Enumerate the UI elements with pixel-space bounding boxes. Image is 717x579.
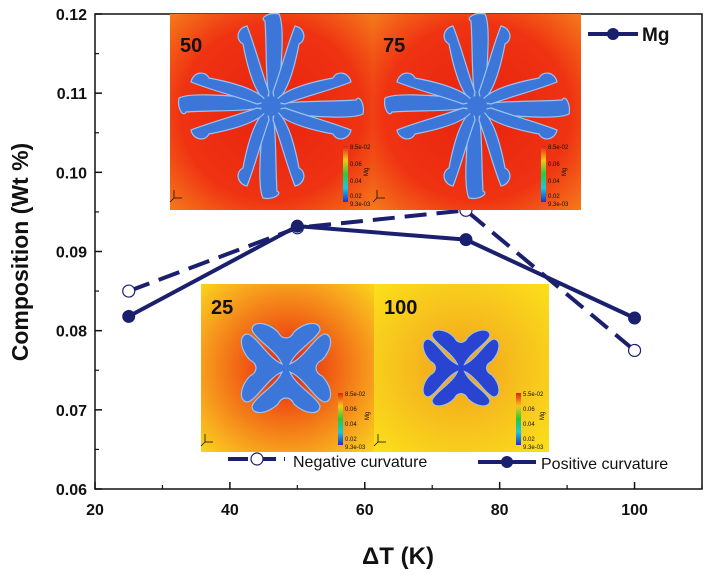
inset-50-axes-triad-icon <box>169 190 182 203</box>
x-axis-title: ΔT (K) <box>362 543 434 570</box>
inset-25-cb-tick-3: 0.02 <box>345 437 357 443</box>
y-tick-label: 0.09 <box>56 245 87 262</box>
inset-100-cb-top: 5.5e-02 <box>523 392 544 398</box>
inset-50: 50 8.5e-02 0.06 0.04 0.02 9.3e-03 Mg <box>169 13 373 210</box>
inset-50-cb-tick-3: 0.02 <box>350 194 362 200</box>
y-tick-label: 0.10 <box>56 165 87 182</box>
y-axis-title: Composition (Wt %) <box>7 143 33 361</box>
inset-100: 100 5.5e-02 0.06 0.04 0.02 9.3e-03 Mg <box>373 284 549 452</box>
inset-25: 25 8.5e-02 0.06 0.04 0.02 9.3e-03 Mg <box>200 284 374 452</box>
inset-50-label: 50 <box>180 35 202 57</box>
inset-75-colorbar <box>541 146 546 202</box>
inset-50-cb-bottom: 9.3e-03 <box>350 202 371 208</box>
legend-positive-marker <box>501 456 513 468</box>
inset-75-cb-tick-2: 0.04 <box>548 179 560 185</box>
inset-100-colorbar <box>516 393 521 445</box>
series-1-point <box>459 233 473 247</box>
inset-25-cb-top: 8.5e-02 <box>345 392 366 398</box>
inset-100-cb-tick-3: 0.02 <box>523 437 535 443</box>
legend-mg-marker <box>607 28 619 40</box>
legend-negative-label: Negative curvature <box>293 454 427 471</box>
y-tick-label: 0.06 <box>56 482 87 499</box>
inset-100-axes-triad-icon <box>373 434 386 447</box>
inset-100-cb-tick-1: 0.06 <box>523 407 535 413</box>
inset-25-label: 25 <box>211 297 233 319</box>
inset-75-cb-title: Mg <box>562 168 568 176</box>
inset-25-cb-title: Mg <box>365 412 371 420</box>
inset-100-cb-tick-2: 0.04 <box>523 422 535 428</box>
x-tick-label: 20 <box>86 502 104 519</box>
legend-positive: Positive curvature <box>478 456 668 473</box>
inset-75-cb-tick-1: 0.06 <box>548 162 560 168</box>
y-tick-label: 0.07 <box>56 403 87 420</box>
inset-25-cb-bottom: 9.3e-03 <box>345 445 366 451</box>
legend-mg-label: Mg <box>642 25 669 46</box>
series-line-1 <box>127 224 636 320</box>
x-tick-label: 80 <box>491 502 509 519</box>
inset-75: 75 8.5e-02 0.06 0.04 0.02 9.3e-03 Mg <box>372 13 581 210</box>
series-group <box>122 203 642 358</box>
x-tick-label: 60 <box>356 502 374 519</box>
x-axis: 20 40 60 80 100 <box>86 482 703 519</box>
y-tick-label: 0.11 <box>57 86 87 103</box>
y-tick-label: 0.08 <box>56 324 87 341</box>
x-tick-label: 100 <box>621 502 648 519</box>
inset-75-cb-bottom: 9.3e-03 <box>548 202 569 208</box>
series-0-point <box>122 284 136 298</box>
inset-50-cb-tick-1: 0.06 <box>350 162 362 168</box>
legend-negative-marker <box>250 452 264 466</box>
inset-75-axes-triad-icon <box>372 190 385 203</box>
x-tick-label: 40 <box>221 502 239 519</box>
inset-50-cb-top: 8.5e-02 <box>350 145 371 151</box>
inset-100-label: 100 <box>384 297 417 319</box>
inset-100-cb-bottom: 9.3e-03 <box>523 445 544 451</box>
inset-25-axes-triad-icon <box>200 434 213 447</box>
inset-25-cb-tick-2: 0.04 <box>345 422 357 428</box>
inset-25-colorbar <box>338 393 343 445</box>
series-1-point <box>290 219 304 233</box>
inset-50-cb-tick-2: 0.04 <box>350 179 362 185</box>
inset-100-cb-title: Mg <box>540 412 546 420</box>
y-tick-label: 0.12 <box>56 7 87 24</box>
legend-mg: Mg <box>588 25 669 46</box>
series-1-point <box>628 311 642 325</box>
dendrite-25 <box>240 322 332 414</box>
dendrite-100 <box>422 329 500 407</box>
legend-negative: Negative curvature <box>228 452 427 471</box>
series-1-point <box>122 309 136 323</box>
y-axis: 0.06 0.07 0.08 0.09 0.10 0.11 0.12 <box>56 7 102 499</box>
inset-25-cb-tick-1: 0.06 <box>345 407 357 413</box>
dendrite-50 <box>178 13 364 199</box>
legend-positive-label: Positive curvature <box>541 456 668 473</box>
series-0-point <box>627 343 642 358</box>
inset-75-label: 75 <box>383 35 405 57</box>
inset-50-colorbar <box>343 146 348 202</box>
inset-75-cb-top: 8.5e-02 <box>548 145 569 151</box>
inset-75-cb-tick-3: 0.02 <box>548 194 560 200</box>
inset-50-cb-title: Mg <box>364 168 370 176</box>
